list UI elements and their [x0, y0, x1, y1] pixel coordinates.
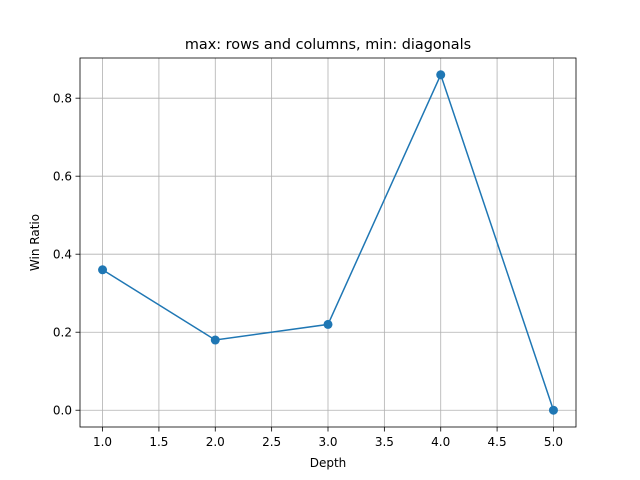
- x-tick-label: 5.0: [544, 435, 563, 449]
- data-point: [323, 319, 333, 329]
- x-axis-label: Depth: [310, 456, 347, 470]
- x-tick-label: 3.5: [375, 435, 394, 449]
- data-point: [98, 265, 108, 275]
- y-tick-label: 0.4: [53, 248, 72, 262]
- y-tick-label: 0.2: [53, 326, 72, 340]
- data-point: [436, 70, 446, 80]
- x-tick-label: 3.0: [318, 435, 337, 449]
- series-layer: [98, 70, 558, 415]
- x-axis-ticks: 1.0 1.5 2.0 2.5 3.0 3.5 4.0 4.5 5.0: [93, 427, 563, 449]
- x-tick-label: 1.5: [149, 435, 168, 449]
- x-tick-label: 4.0: [431, 435, 450, 449]
- x-tick-label: 2.5: [262, 435, 281, 449]
- y-tick-label: 0.6: [53, 170, 72, 184]
- data-point: [548, 405, 558, 415]
- y-axis-label: Win Ratio: [28, 214, 42, 271]
- x-tick-label: 1.0: [93, 435, 112, 449]
- chart-title: max: rows and columns, min: diagonals: [185, 37, 471, 53]
- y-tick-label: 0.8: [53, 92, 72, 106]
- y-axis-ticks: 0.0 0.2 0.4 0.6 0.8: [53, 92, 80, 418]
- y-tick-label: 0.0: [53, 404, 72, 418]
- x-tick-label: 2.0: [206, 435, 225, 449]
- x-tick-label: 4.5: [488, 435, 507, 449]
- data-point: [210, 335, 220, 345]
